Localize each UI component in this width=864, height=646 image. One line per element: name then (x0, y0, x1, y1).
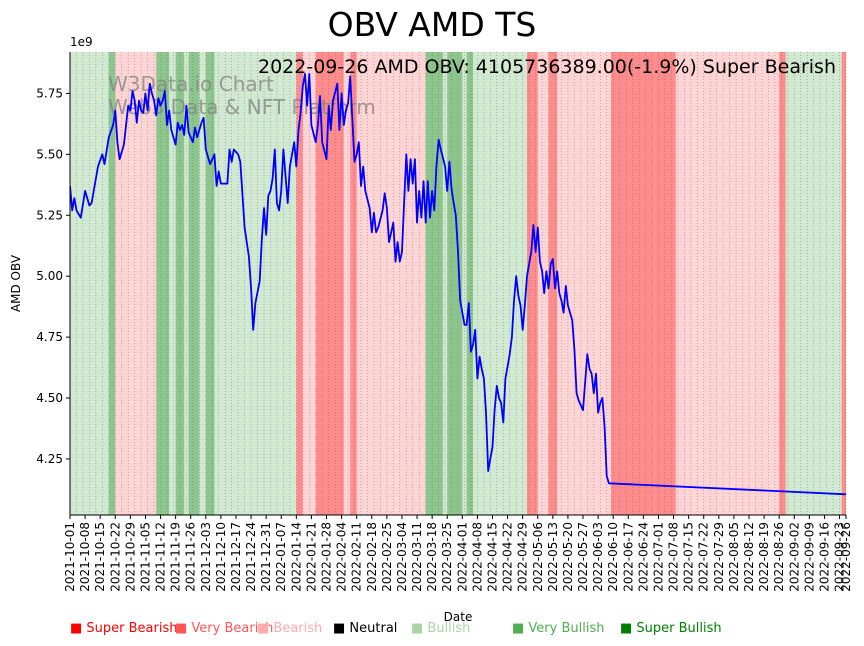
regime-band-8 (199, 52, 206, 515)
regime-band-15 (350, 52, 357, 515)
x-tick-label: 2022-04-22 (501, 522, 515, 592)
x-tick-label: 2021-10-22 (108, 522, 122, 592)
x-tick-label: 2022-09-23 (833, 522, 847, 592)
y-axis-label: AMD OBV (9, 254, 23, 312)
x-tick-label: 2022-01-28 (320, 522, 334, 592)
legend-item: ■ Bearish (257, 621, 323, 636)
regime-band-29 (675, 52, 696, 515)
x-tick-label: 2022-05-13 (546, 522, 560, 592)
x-tick-label: 2022-02-18 (365, 522, 379, 592)
x-tick-label: 2022-05-20 (561, 522, 575, 592)
regime-band-33 (841, 52, 846, 515)
y-tick-label: 5.00 (36, 269, 63, 283)
x-tick-label: 2022-02-04 (335, 522, 349, 592)
x-tick-label: 2022-06-03 (591, 522, 605, 592)
x-tick-label: 2021-12-17 (229, 522, 243, 592)
regime-band-31 (779, 52, 786, 515)
legend-item: ■ Neutral (333, 621, 398, 636)
x-tick-label: 2022-01-14 (289, 522, 303, 592)
x-tick-label: 2022-08-19 (757, 522, 771, 592)
x-tick-label: 2021-10-01 (63, 522, 77, 592)
x-tick-label: 2022-02-25 (380, 522, 394, 592)
regime-band-30 (695, 52, 780, 515)
x-tick-label: 2022-07-29 (712, 522, 726, 592)
x-tick-label: 2022-09-16 (817, 522, 831, 592)
y-tick-label: 4.25 (36, 452, 63, 466)
x-tick-label: 2021-11-05 (138, 522, 152, 592)
y-tick-label: 4.75 (36, 330, 63, 344)
obv-series-line (70, 73, 846, 496)
x-tick-label: 2022-03-04 (395, 522, 409, 592)
x-tick-label: 2022-04-01 (455, 522, 469, 592)
x-tick-label: 2022-08-05 (727, 522, 741, 592)
x-tick-label: 2022-08-26 (772, 522, 786, 592)
watermark-line-0: W3Data.io Chart (108, 72, 274, 96)
x-tick-label: 2022-09-26 (839, 522, 853, 592)
x-tick-label: 2021-11-19 (169, 522, 183, 592)
x-tick-label: 2021-12-10 (214, 522, 228, 592)
regime-band-17 (425, 52, 443, 515)
x-tick-label: 2022-07-22 (697, 522, 711, 592)
y-tick-label: 4.50 (36, 391, 63, 405)
x-tick-label: 2021-12-31 (259, 522, 273, 592)
x-tick-label: 2021-11-26 (184, 522, 198, 592)
x-tick-label: 2022-08-12 (742, 522, 756, 592)
regime-band-14 (343, 52, 351, 515)
y-tick-label: 5.75 (36, 86, 63, 100)
x-tick-label: 2022-07-01 (651, 522, 665, 592)
regime-band-16 (356, 52, 426, 515)
x-tick-label: 2022-06-17 (621, 522, 635, 592)
y-tick-label: 5.25 (36, 208, 63, 222)
x-tick-label: 2022-06-24 (636, 522, 650, 592)
y-multiplier-label: 1e9 (70, 35, 93, 49)
regime-band-23 (526, 52, 538, 515)
x-tick-label: 2022-04-29 (516, 522, 530, 592)
chart-title: OBV AMD TS (327, 5, 537, 44)
y-tick-label: 5.50 (36, 147, 63, 161)
legend-item: ■ Super Bullish (620, 621, 722, 636)
regime-band-2 (115, 52, 157, 515)
regime-band-10 (214, 52, 297, 515)
legend-item: ■ Very Bullish (512, 621, 605, 636)
x-tick-label: 2022-06-10 (606, 522, 620, 592)
regime-band-9 (205, 52, 215, 515)
x-tick-label: 2021-11-12 (154, 522, 168, 592)
x-tick-label: 2022-09-09 (802, 522, 816, 592)
regime-band-19 (447, 52, 463, 515)
x-tick-label: 2022-03-18 (425, 522, 439, 592)
x-tick-label: 2022-01-07 (274, 522, 288, 592)
regime-band-4 (169, 52, 176, 515)
x-tick-label: 2022-03-11 (410, 522, 424, 592)
legend-item: ■ Super Bearish (70, 621, 178, 636)
x-tick-label: 2022-04-15 (485, 522, 499, 592)
regime-band-25 (548, 52, 558, 515)
x-tick-label: 2022-07-08 (667, 522, 681, 592)
x-axis-label: Date (444, 610, 473, 624)
regime-band-3 (156, 52, 170, 515)
x-tick-label: 2021-12-24 (244, 522, 258, 592)
x-tick-label: 2022-05-27 (576, 522, 590, 592)
x-tick-label: 2021-10-29 (123, 522, 137, 592)
x-tick-label: 2021-10-08 (78, 522, 92, 592)
x-tick-label: 2022-07-15 (682, 522, 696, 592)
x-tick-label: 2021-10-15 (93, 522, 107, 592)
x-tick-label: 2022-05-06 (531, 522, 545, 592)
regime-band-21 (466, 52, 474, 515)
legend-item: ■ Very Bearish (175, 621, 274, 636)
x-tick-label: 2022-02-11 (350, 522, 364, 592)
x-tick-label: 2022-09-02 (787, 522, 801, 592)
regime-band-22 (473, 52, 527, 515)
regime-band-7 (188, 52, 200, 515)
x-tick-label: 2021-12-03 (199, 522, 213, 592)
x-tick-label: 2022-01-21 (304, 522, 318, 592)
latest-value-annotation: 2022-09-26 AMD OBV: 4105736389.00(-1.9%)… (258, 56, 836, 78)
legend-item: ■ Bullish (411, 621, 471, 636)
regime-band-26 (557, 52, 612, 515)
regime-band-11 (296, 52, 303, 515)
regime-band-1 (108, 52, 116, 515)
x-tick-label: 2022-03-25 (440, 522, 454, 592)
x-tick-label: 2022-04-08 (470, 522, 484, 592)
